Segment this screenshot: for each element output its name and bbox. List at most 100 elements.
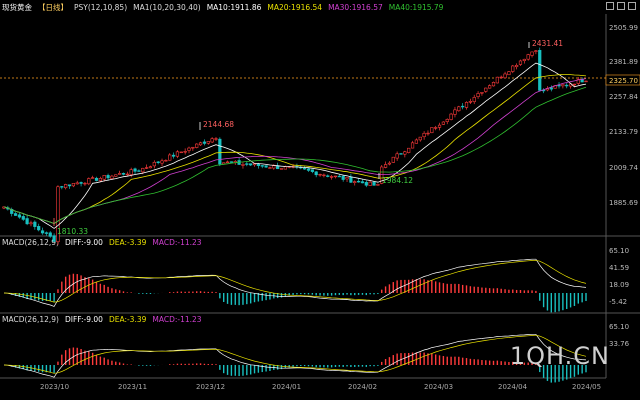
candle-body (445, 118, 449, 122)
candle-body (179, 151, 183, 154)
candle-body (214, 138, 218, 140)
candle-body (175, 151, 180, 157)
candle-body (33, 221, 37, 227)
candle-body (44, 232, 48, 234)
period-label[interactable]: 【日线】 (38, 3, 68, 12)
price-tick: 2381.89 (609, 58, 638, 66)
macd1-label[interactable]: MACD(26,12,9) (2, 238, 59, 247)
candle-body (71, 183, 75, 187)
candle-body (584, 80, 588, 83)
candle-body (241, 164, 245, 166)
candle-body (303, 167, 307, 170)
x-tick: 2023/11 (118, 383, 147, 391)
candle-body (391, 156, 395, 163)
annotation-low2-label: 1984.12 (382, 176, 413, 185)
candle-body (225, 161, 230, 164)
candle-body (565, 84, 569, 87)
macd1-tick: -5.42 (609, 298, 627, 306)
candle-body (318, 173, 322, 176)
candle-body (133, 168, 137, 172)
candle-body (495, 76, 499, 84)
instrument-title[interactable]: 现货黄金 (2, 3, 32, 12)
candle-body (87, 178, 91, 185)
candle-body (310, 169, 314, 172)
candle-body (264, 165, 268, 168)
candle-body (94, 177, 99, 181)
candle-body (464, 102, 469, 108)
macd2-tick: 33.76 (609, 340, 630, 348)
ma10-value: MA10:1911.86 (206, 3, 262, 12)
candle-body (171, 154, 176, 157)
candle-body (399, 153, 403, 155)
candle-body (206, 141, 210, 144)
candle-body (395, 153, 399, 159)
restore-icon[interactable] (617, 2, 625, 10)
candle-body (229, 161, 234, 163)
macd2-header: MACD(26,12,9) DIFF:-9.00 DEA:-3.39 MACD:… (2, 314, 202, 326)
candle-body (314, 171, 318, 176)
x-tick: 2023/12 (196, 383, 225, 391)
x-tick: 2024/01 (272, 383, 301, 391)
candle-body (538, 50, 542, 91)
candle-body (403, 151, 407, 155)
close-icon[interactable] (628, 2, 636, 10)
candle-body (503, 73, 507, 79)
candle-body (580, 79, 584, 83)
candle-body (418, 136, 422, 141)
candle-body (202, 141, 207, 144)
candle-body (480, 92, 484, 94)
macd2-diff-line (3, 333, 587, 378)
macd1-dea: DEA:-3.39 (108, 238, 147, 247)
candle-body (183, 151, 187, 153)
candle-body (511, 65, 515, 72)
candle-body (249, 163, 253, 166)
candle-body (368, 181, 372, 186)
candle-body (83, 182, 87, 185)
candle-body (557, 84, 561, 87)
candle-body (330, 176, 334, 178)
candle-body (345, 177, 349, 180)
price-tick: 2133.79 (609, 128, 638, 136)
candle-body (268, 167, 272, 169)
candle-body (526, 54, 530, 60)
watermark-logo: 1QH.CN (509, 342, 610, 370)
candle-body (530, 51, 534, 56)
candle-body (468, 101, 472, 103)
ma30-value: MA30:1916.57 (328, 3, 383, 12)
candle-body (472, 97, 476, 103)
annotation-high1-label: 2144.68 (203, 120, 234, 129)
macd1-diff-line (3, 258, 587, 307)
candle-body (64, 184, 68, 189)
candle-body (160, 160, 164, 164)
candle-body (48, 232, 52, 237)
annotation-low2: 1984.12 (378, 173, 413, 185)
candle-body (29, 222, 33, 225)
macd1-tick: 41.59 (609, 264, 629, 272)
candle-body (98, 178, 102, 182)
candle-body (145, 167, 149, 169)
candle-body (17, 214, 22, 218)
candle-body (56, 186, 60, 243)
candle-body (437, 124, 442, 128)
price-tick: 2009.74 (609, 164, 638, 172)
candle-body (364, 182, 368, 186)
candle-body (422, 132, 426, 138)
candle-body (125, 173, 129, 176)
ma20-value: MA20:1916.54 (267, 3, 323, 12)
annotation-high1: 2144.68 (199, 120, 234, 130)
psy-indicator[interactable]: PSY(12,10,85) (74, 3, 128, 12)
candle-body (210, 138, 214, 143)
ma20-line (3, 74, 587, 224)
candle-body (572, 83, 577, 86)
macd2-tick: 65.10 (609, 323, 629, 331)
window-controls (606, 2, 636, 10)
candle-body (114, 174, 118, 177)
candle-body (499, 76, 503, 79)
settings-icon[interactable] (606, 2, 614, 10)
candle-body (476, 93, 480, 98)
candle-body (491, 82, 496, 87)
ma-main-label[interactable]: MA1(10,20,30,40) (133, 3, 201, 12)
candle-body (52, 235, 56, 242)
macd2-label[interactable]: MACD(26,12,9) (2, 315, 59, 324)
